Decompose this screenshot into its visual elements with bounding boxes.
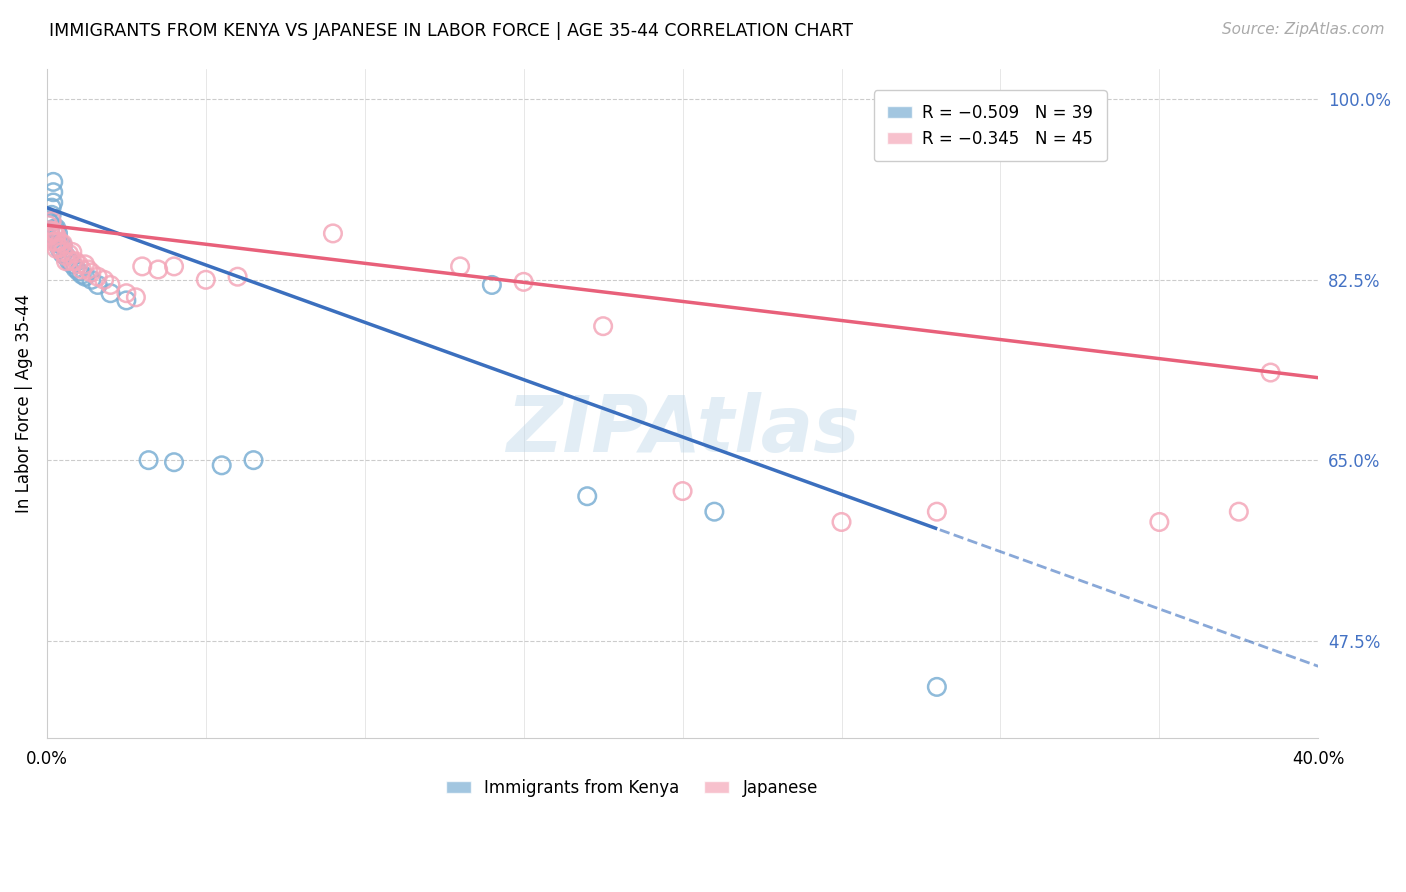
Point	[115, 286, 138, 301]
Point	[1227, 505, 1250, 519]
Point	[831, 515, 853, 529]
Point	[242, 453, 264, 467]
Point	[42, 175, 65, 189]
Point	[41, 214, 63, 228]
Point	[45, 221, 67, 235]
Point	[100, 286, 122, 301]
Point	[45, 242, 67, 256]
Point	[37, 218, 59, 232]
Y-axis label: In Labor Force | Age 35-44: In Labor Force | Age 35-44	[15, 293, 32, 513]
Point	[48, 235, 70, 249]
Point	[80, 266, 103, 280]
Point	[87, 269, 110, 284]
Point	[39, 223, 62, 237]
Point	[46, 227, 69, 241]
Point	[42, 224, 65, 238]
Point	[42, 235, 65, 249]
Point	[41, 201, 63, 215]
Text: ZIPAtlas: ZIPAtlas	[506, 392, 859, 468]
Point	[60, 254, 83, 268]
Point	[70, 268, 93, 282]
Point	[125, 290, 148, 304]
Point	[45, 235, 67, 249]
Point	[44, 221, 66, 235]
Point	[481, 277, 503, 292]
Point	[322, 227, 344, 241]
Point	[194, 273, 217, 287]
Point	[138, 453, 160, 467]
Point	[55, 254, 77, 268]
Point	[703, 505, 725, 519]
Point	[163, 455, 186, 469]
Point	[45, 228, 67, 243]
Point	[77, 262, 100, 277]
Point	[67, 264, 90, 278]
Point	[39, 216, 62, 230]
Point	[449, 260, 471, 274]
Point	[52, 244, 75, 259]
Point	[115, 293, 138, 308]
Point	[87, 277, 110, 292]
Point	[42, 185, 65, 199]
Point	[925, 680, 948, 694]
Point	[226, 269, 249, 284]
Point	[131, 260, 153, 274]
Point	[48, 236, 70, 251]
Point	[52, 247, 75, 261]
Text: IMMIGRANTS FROM KENYA VS JAPANESE IN LABOR FORCE | AGE 35-44 CORRELATION CHART: IMMIGRANTS FROM KENYA VS JAPANESE IN LAB…	[49, 22, 853, 40]
Point	[65, 254, 87, 268]
Point	[73, 269, 96, 284]
Point	[70, 262, 93, 277]
Point	[55, 249, 77, 263]
Point	[60, 257, 83, 271]
Point	[80, 273, 103, 287]
Point	[67, 257, 90, 271]
Point	[93, 273, 115, 287]
Point	[73, 257, 96, 271]
Point	[42, 195, 65, 210]
Point	[925, 505, 948, 519]
Point	[211, 458, 233, 473]
Point	[48, 241, 70, 255]
Point	[37, 214, 59, 228]
Point	[55, 249, 77, 263]
Point	[39, 223, 62, 237]
Point	[58, 247, 80, 261]
Legend: Immigrants from Kenya, Japanese: Immigrants from Kenya, Japanese	[439, 772, 824, 804]
Point	[592, 319, 614, 334]
Point	[52, 236, 75, 251]
Point	[45, 228, 67, 243]
Point	[1260, 366, 1282, 380]
Point	[39, 228, 62, 243]
Point	[1149, 515, 1171, 529]
Point	[146, 262, 169, 277]
Point	[65, 261, 87, 276]
Point	[44, 227, 66, 241]
Point	[48, 242, 70, 256]
Point	[41, 208, 63, 222]
Point	[163, 260, 186, 274]
Point	[52, 239, 75, 253]
Point	[45, 235, 67, 249]
Point	[58, 254, 80, 268]
Text: Source: ZipAtlas.com: Source: ZipAtlas.com	[1222, 22, 1385, 37]
Point	[512, 275, 534, 289]
Point	[60, 244, 83, 259]
Point	[671, 484, 693, 499]
Point	[576, 489, 599, 503]
Point	[100, 277, 122, 292]
